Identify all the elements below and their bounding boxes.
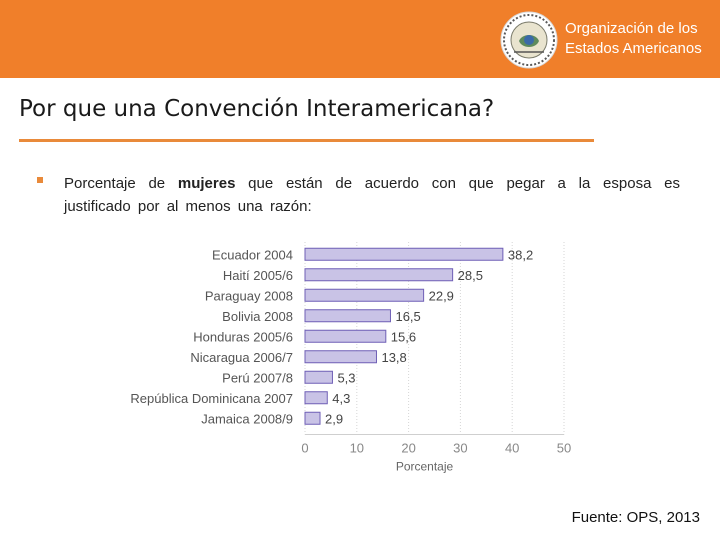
category-label: Paraguay 2008 — [205, 288, 293, 303]
value-label: 22,9 — [429, 288, 454, 303]
bar — [304, 268, 454, 282]
bar — [304, 247, 504, 261]
value-label: 13,8 — [381, 350, 406, 365]
x-tick-label: 10 — [350, 441, 364, 456]
bar — [304, 329, 387, 343]
x-tick-label: 50 — [557, 441, 571, 456]
category-label: Perú 2007/8 — [222, 370, 293, 385]
oas-seal-icon — [500, 11, 558, 69]
category-label: República Dominicana 2007 — [130, 391, 293, 406]
x-tick-label: 30 — [453, 441, 467, 456]
organization-name: Organización de los Estados Americanos — [565, 19, 715, 59]
org-name-line-2: Estados Americanos — [565, 40, 702, 57]
bullet-text-emphasis: mujeres — [177, 175, 236, 192]
x-tick-label: 0 — [301, 441, 308, 456]
x-axis-label: Porcentaje — [396, 460, 454, 474]
bar — [304, 288, 425, 302]
bullet-icon — [37, 177, 43, 183]
bar-chart: Ecuador 2004 38,2 Haití 2005/6 28,5 Paraguay… — [130, 242, 571, 474]
bullet-text-before: Porcentaje de — [64, 175, 178, 192]
value-label: 2,9 — [325, 411, 343, 426]
x-tick-label: 20 — [401, 441, 415, 456]
source-note: Fuente: OPS, 2013 — [571, 509, 700, 526]
bar — [304, 309, 391, 323]
value-label: 15,6 — [391, 329, 416, 344]
x-tick-label: 40 — [505, 441, 519, 456]
category-label: Nicaragua 2006/7 — [190, 350, 293, 365]
category-label: Bolivia 2008 — [222, 309, 293, 324]
value-label: 28,5 — [458, 268, 483, 283]
title-underline — [19, 139, 594, 142]
bullet-text: Porcentaje de mujeres que están de acuer… — [64, 172, 680, 218]
bar — [304, 391, 328, 405]
value-label: 16,5 — [395, 309, 420, 324]
category-label: Honduras 2005/6 — [193, 329, 293, 344]
value-label: 5,3 — [337, 370, 355, 385]
bullet-text-after: que están de acuerdo con que pegar a la … — [64, 175, 681, 215]
bar — [304, 350, 377, 364]
bar — [304, 411, 321, 425]
value-label: 4,3 — [332, 391, 350, 406]
category-label: Ecuador 2004 — [212, 247, 293, 262]
value-label: 38,2 — [508, 247, 533, 262]
header-bar: Organización de los Estados Americanos — [0, 0, 720, 78]
bar — [304, 370, 333, 384]
category-label: Haití 2005/6 — [223, 268, 293, 283]
category-label: Jamaica 2008/9 — [201, 411, 293, 426]
org-name-line-1: Organización de los — [565, 20, 698, 37]
slide-title: Por que una Convención Interamericana? — [19, 96, 495, 122]
